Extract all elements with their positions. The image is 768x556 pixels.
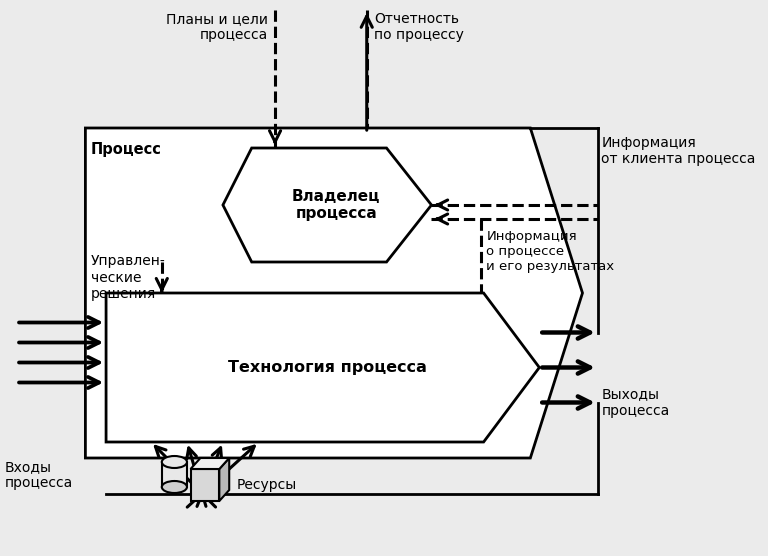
Polygon shape	[223, 148, 432, 262]
Text: Ресурсы: Ресурсы	[237, 478, 296, 492]
Text: Информация
о процессе
и его результатах: Информация о процессе и его результатах	[486, 230, 614, 272]
Text: Управлен-
ческие
решения: Управлен- ческие решения	[91, 254, 166, 301]
Ellipse shape	[162, 456, 187, 468]
Text: Информация
от клиента процесса: Информация от клиента процесса	[601, 136, 756, 166]
Text: Отчетность
по процессу: Отчетность по процессу	[374, 12, 464, 42]
Text: Владелец
процесса: Владелец процесса	[292, 189, 380, 221]
Text: Технология процесса: Технология процесса	[228, 360, 427, 375]
Polygon shape	[220, 458, 229, 501]
Polygon shape	[106, 293, 539, 442]
Polygon shape	[85, 128, 582, 458]
Polygon shape	[190, 458, 229, 469]
Text: Планы и цели
процесса: Планы и цели процесса	[166, 12, 268, 42]
Ellipse shape	[162, 481, 187, 493]
Text: Выходы
процесса: Выходы процесса	[601, 388, 670, 418]
Bar	[190, 469, 220, 501]
Bar	[162, 462, 187, 487]
Text: Процесс: Процесс	[91, 142, 161, 157]
Text: Входы
процесса: Входы процесса	[5, 460, 73, 490]
